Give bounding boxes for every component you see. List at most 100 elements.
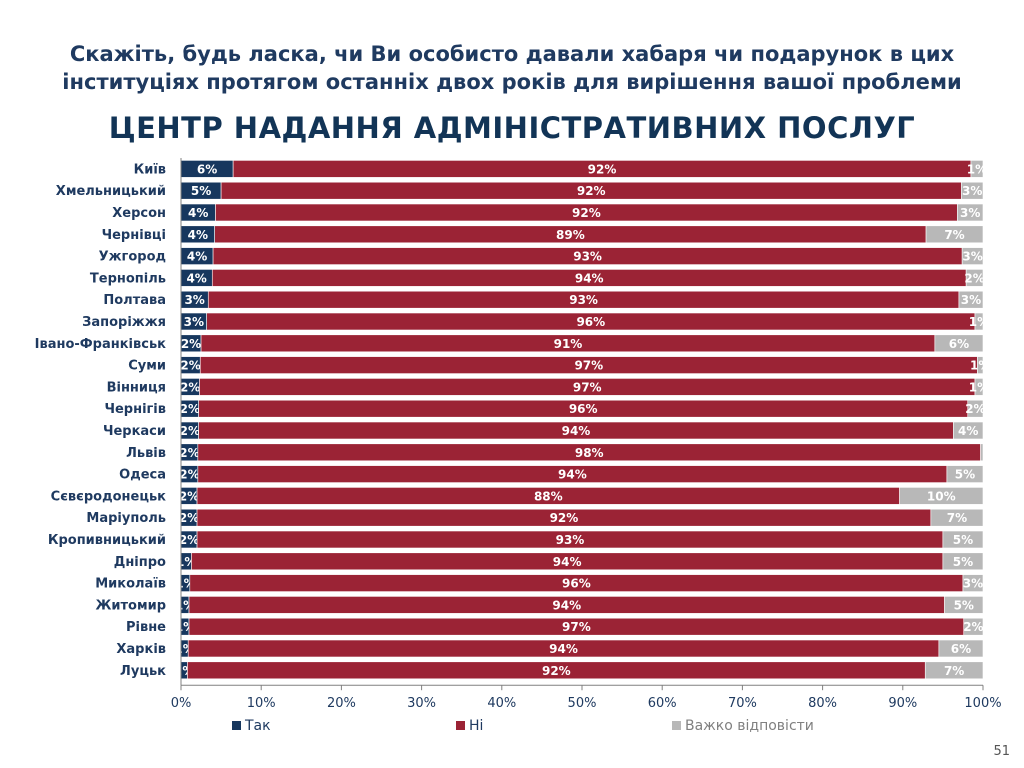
x-tick-label: 50% xyxy=(568,696,597,711)
category-label: Житомир xyxy=(95,598,166,613)
data-label: 2% xyxy=(181,337,201,351)
legend-label: Так xyxy=(244,718,271,734)
data-label: 4% xyxy=(187,250,207,264)
data-label: 2% xyxy=(180,359,200,373)
data-label: 7% xyxy=(947,511,967,525)
data-label: 3% xyxy=(962,184,982,198)
data-label: 4% xyxy=(186,271,206,285)
data-label: 93% xyxy=(569,293,598,307)
category-label: Київ xyxy=(134,162,166,177)
bar-segment xyxy=(924,661,984,680)
bar-segment xyxy=(946,465,984,483)
data-label: 5% xyxy=(954,598,974,612)
data-label: 92% xyxy=(572,206,601,220)
data-label: 2% xyxy=(179,511,199,525)
bar-segment xyxy=(974,378,984,396)
x-tick-label: 60% xyxy=(648,696,677,711)
x-tick-label: 20% xyxy=(327,696,356,711)
category-label: Харків xyxy=(116,642,166,657)
page-number: 51 xyxy=(993,744,1010,759)
data-label: 94% xyxy=(558,468,587,482)
data-label: 2% xyxy=(180,402,200,416)
bar-segment xyxy=(970,160,984,178)
category-label: Полтава xyxy=(103,293,166,308)
data-label: 94% xyxy=(549,642,578,656)
data-label: 3% xyxy=(184,293,204,307)
x-tick-label: 0% xyxy=(171,696,192,711)
data-label: 10% xyxy=(927,489,956,503)
data-label: 2% xyxy=(964,271,984,285)
data-label: 96% xyxy=(576,315,605,329)
category-label: Ужгород xyxy=(99,250,166,265)
data-label: 4% xyxy=(958,424,978,438)
bar-segment xyxy=(965,269,984,287)
data-label: 4% xyxy=(188,206,208,220)
bar-segment xyxy=(944,596,984,614)
data-label: 5% xyxy=(955,468,975,482)
bar-segment xyxy=(930,508,984,527)
legend-swatch xyxy=(672,721,681,730)
category-label: Тернопіль xyxy=(90,271,166,286)
data-label: 5% xyxy=(953,533,973,547)
x-tick-label: 70% xyxy=(728,696,757,711)
data-label: 7% xyxy=(944,228,964,242)
category-label: Хмельницький xyxy=(56,184,166,199)
data-label: 93% xyxy=(573,250,602,264)
data-label: 92% xyxy=(542,664,571,678)
x-tick-label: 100% xyxy=(964,696,1001,711)
data-label: 2% xyxy=(965,402,985,416)
bar-segment xyxy=(957,203,984,222)
data-label: 4% xyxy=(188,228,208,242)
data-label: 92% xyxy=(577,184,606,198)
data-label: 2% xyxy=(179,533,199,547)
data-label: 94% xyxy=(553,555,582,569)
legend-label: Важко відповісти xyxy=(685,718,814,734)
data-label: 94% xyxy=(552,598,581,612)
data-label: 3% xyxy=(961,293,981,307)
category-label: Миколаїв xyxy=(95,577,166,592)
category-label: Чернівці xyxy=(102,228,166,243)
category-label: Кропивницький xyxy=(48,533,166,548)
chart-subtitle: ЦЕНТР НАДАННЯ АДМІНІСТРАТИВНИХ ПОСЛУГ xyxy=(108,111,916,145)
bar-segment xyxy=(980,443,984,462)
bar-segment xyxy=(963,617,984,636)
data-label: 88% xyxy=(534,489,563,503)
category-label: Луцьк xyxy=(120,664,166,679)
category-label: Херсон xyxy=(112,206,166,221)
data-label: 97% xyxy=(573,380,602,394)
data-label: 5% xyxy=(953,555,973,569)
bar-segment xyxy=(962,574,984,592)
category-label: Івано-Франківськ xyxy=(35,337,167,352)
x-tick-label: 40% xyxy=(487,696,516,711)
data-label: 96% xyxy=(569,402,598,416)
data-label: 5% xyxy=(191,184,211,198)
data-label: 3% xyxy=(184,315,204,329)
data-label: 93% xyxy=(556,533,585,547)
category-label: Запоріжжя xyxy=(82,315,166,330)
data-label: 2% xyxy=(179,489,199,503)
bar-segment xyxy=(961,181,984,200)
question-line-2: інституціях протягом останніх двох років… xyxy=(62,70,962,94)
data-label: 6% xyxy=(951,642,971,656)
category-label: Суми xyxy=(128,359,166,374)
bar-segment xyxy=(942,530,984,549)
category-label: Сєвєродонецьк xyxy=(51,489,167,504)
data-label: 96% xyxy=(562,577,591,591)
data-label: 2% xyxy=(180,424,200,438)
bar-segment xyxy=(977,356,984,374)
category-label: Чернігів xyxy=(104,402,166,417)
data-label: 91% xyxy=(554,337,583,351)
category-label: Черкаси xyxy=(103,424,166,439)
data-label: 2% xyxy=(180,380,200,394)
x-tick-label: 90% xyxy=(888,696,917,711)
bar-segment xyxy=(938,639,984,658)
bar-segment xyxy=(967,399,984,418)
data-label: 3% xyxy=(962,250,982,264)
legend-swatch xyxy=(456,721,465,730)
bar-segment xyxy=(934,334,984,353)
bar-segment xyxy=(953,421,984,440)
data-label: 2% xyxy=(179,446,199,460)
data-label: 1% xyxy=(969,380,989,394)
